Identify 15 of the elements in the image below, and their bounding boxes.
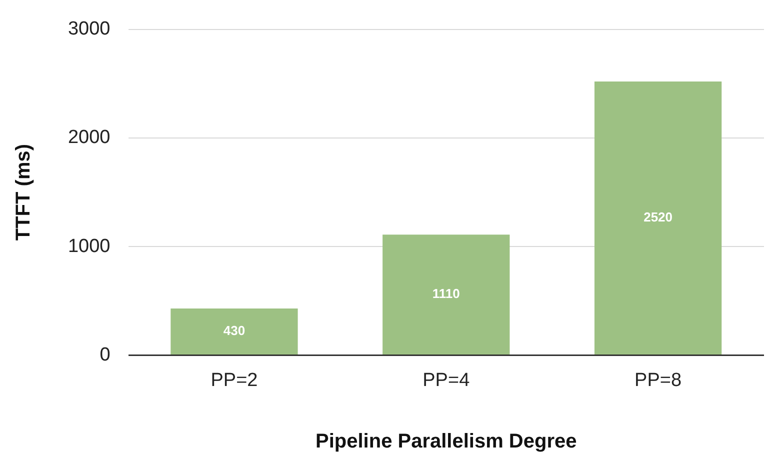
y-tick-label: 1000 (68, 236, 110, 257)
y-tick-label: 2000 (68, 127, 110, 148)
x-axis-title: Pipeline Parallelism Degree (316, 430, 577, 453)
data-label: 2520 (644, 210, 673, 225)
x-tick-label: PP=2 (210, 370, 258, 391)
bar (170, 308, 298, 354)
y-tick-label: 3000 (68, 18, 110, 40)
bar (382, 234, 510, 354)
data-label: 430 (223, 323, 246, 338)
x-tick-label: PP=8 (634, 370, 682, 391)
y-axis-title: TTFT (ms) (12, 144, 35, 241)
y-tick-label: 0 (100, 344, 110, 366)
bar (594, 82, 722, 354)
data-label: 1110 (432, 286, 460, 302)
x-tick-label: PP=4 (422, 370, 470, 391)
